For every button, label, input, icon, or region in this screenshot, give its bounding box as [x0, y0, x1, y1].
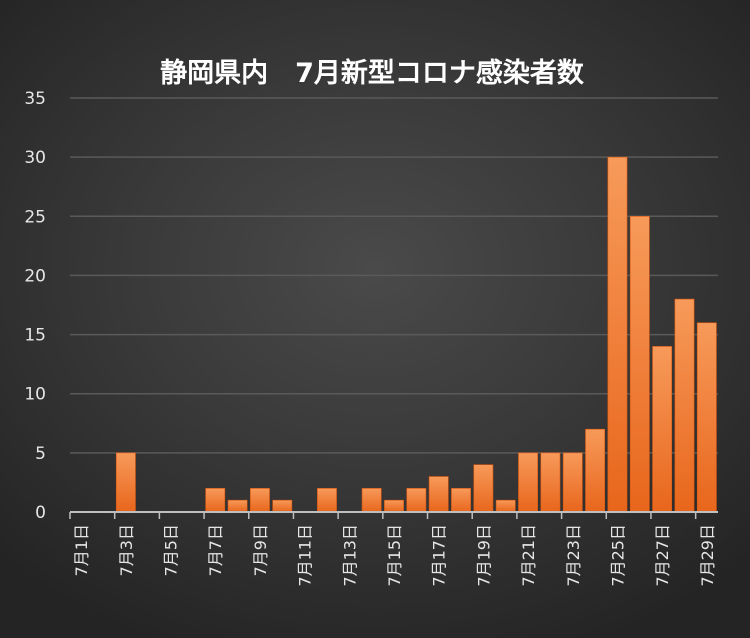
x-tick-label: 7月5日 — [162, 524, 181, 576]
bar — [674, 298, 695, 513]
y-tick-label: 0 — [35, 503, 46, 523]
gridlines — [70, 97, 718, 454]
x-tick-label: 7月25日 — [608, 524, 627, 587]
bar — [562, 452, 583, 513]
x-tick-label: 7月11日 — [296, 524, 315, 587]
bar — [272, 499, 293, 513]
bar — [317, 488, 337, 513]
bar — [361, 488, 382, 513]
bar — [518, 452, 538, 513]
bar — [652, 346, 673, 513]
x-tick-label: 7月19日 — [474, 524, 493, 587]
bar — [540, 452, 561, 513]
bar — [473, 464, 494, 513]
y-tick-label: 15 — [24, 326, 46, 346]
bar — [205, 488, 226, 513]
y-tick-label: 30 — [24, 148, 46, 168]
bar — [607, 156, 628, 513]
bar — [495, 499, 516, 513]
x-tick-label: 7月21日 — [519, 524, 538, 587]
bar — [451, 488, 471, 513]
bar — [227, 499, 248, 513]
bar — [585, 428, 606, 513]
x-tick-label: 7月7日 — [206, 524, 225, 576]
y-axis-ticks: 0 5 10 15 20 25 30 35 — [24, 89, 46, 523]
chart-title: 静岡県内 7月新型コロナ感染者数 — [160, 57, 585, 89]
bar — [250, 488, 270, 513]
x-tick-label: 7月1日 — [72, 524, 91, 576]
bar — [115, 452, 136, 513]
y-tick-label: 10 — [24, 385, 46, 405]
x-tick-label: 7月9日 — [251, 524, 270, 576]
x-tick-label: 7月13日 — [340, 524, 359, 587]
y-tick-label: 20 — [24, 266, 46, 286]
x-tick-label: 7月15日 — [385, 524, 404, 587]
bars — [115, 156, 717, 513]
y-tick-label: 35 — [24, 89, 46, 109]
x-tick-label: 7月17日 — [430, 524, 449, 587]
x-axis — [69, 511, 718, 519]
bar — [696, 322, 717, 513]
bar — [629, 215, 650, 513]
x-tick-label: 7月3日 — [117, 524, 136, 576]
x-axis-ticks: 7月1日 7月3日 7月5日 7月7日 7月9日 7月11日 7月13日 7月15日 7月17日… — [72, 524, 717, 587]
x-tick-label: 7月29日 — [698, 524, 717, 587]
bar — [428, 476, 449, 513]
y-tick-label: 5 — [35, 444, 46, 464]
x-tick-label: 7月23日 — [564, 524, 583, 587]
y-tick-label: 25 — [24, 207, 46, 227]
x-tick-label: 7月27日 — [653, 524, 672, 587]
bar — [406, 488, 427, 513]
bar — [384, 499, 404, 513]
